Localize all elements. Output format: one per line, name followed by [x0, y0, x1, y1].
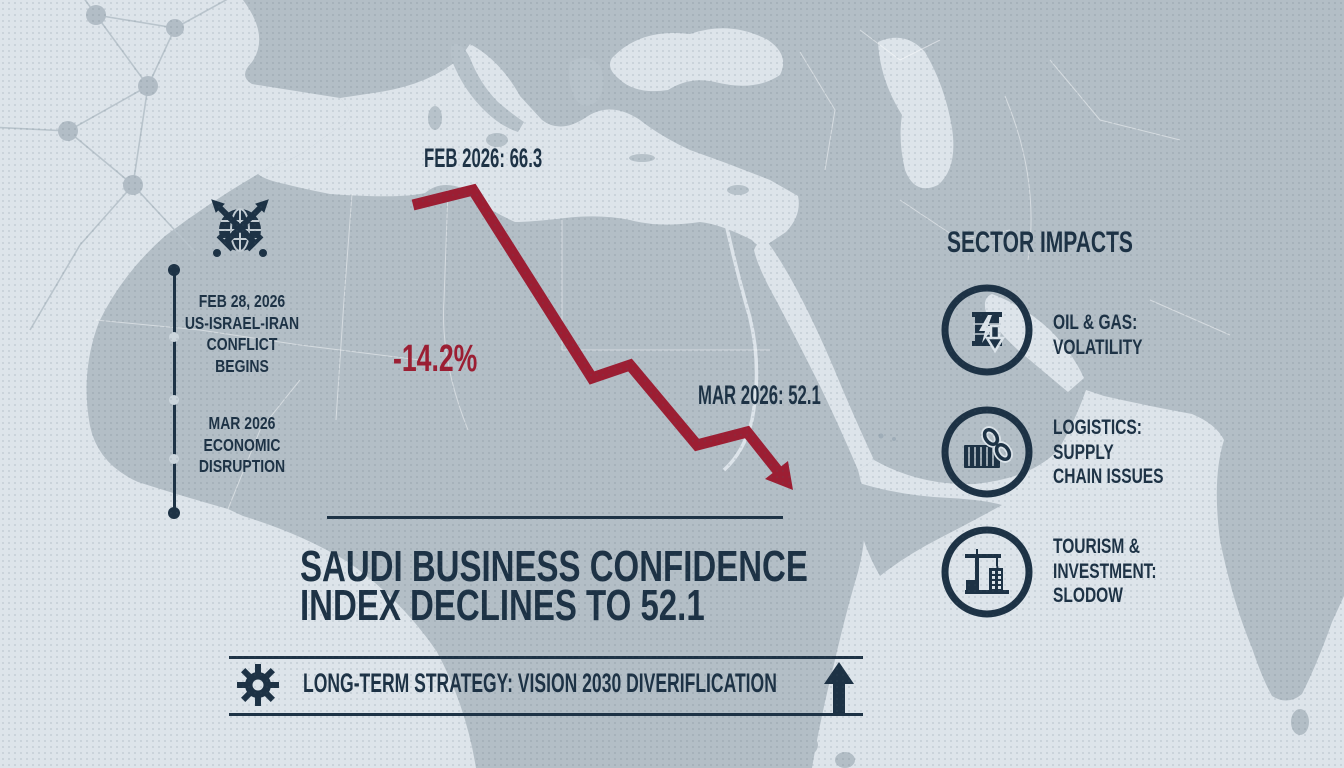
map-island-1 [782, 732, 818, 758]
timeline-line [173, 270, 176, 513]
timeline-event-date: MAR 2026 [208, 413, 276, 433]
chart-start-label: FEB 2026: 66.3 [424, 143, 543, 173]
strategy-bar-top-line [229, 656, 863, 659]
timeline-event-text: BEGINS [215, 355, 269, 376]
impact-oil-gas-label: OIL & GAS: VOLATILITY [1053, 311, 1143, 359]
timeline-dot-start [168, 264, 180, 276]
map-horn-of-africa [856, 482, 1002, 576]
broken-supply-chain-icon [941, 406, 1033, 498]
impact-tourism-label: TOURISM & INVESTMENT: SLODOW [1053, 535, 1157, 607]
impact-logistics-label: LOGISTICS: SUPPLY CHAIN ISSUES [1053, 416, 1164, 488]
trend-arrowhead-icon [765, 461, 793, 490]
crane-construction-icon [941, 526, 1033, 618]
network-pattern [0, 0, 228, 331]
map-socotra-2 [892, 437, 896, 441]
map-sea-red [754, 240, 874, 470]
sector-impacts-heading: SECTOR IMPACTS [947, 226, 1133, 259]
strategy-label: LONG-TERM STRATEGY: VISION 2030 DIVERIFL… [303, 668, 777, 698]
map-sri-lanka [1291, 709, 1309, 735]
network-nodes [58, 5, 184, 195]
timeline-event-date: FEB 28, 2026 [198, 291, 286, 311]
map-crete [629, 154, 655, 162]
chart-end-label: MAR 2026: 52.1 [698, 380, 821, 410]
oil-barrel-volatility-icon [941, 284, 1033, 376]
gear-icon [237, 664, 279, 706]
map-greece [568, 57, 604, 106]
timeline-dot-mid-2 [169, 395, 179, 405]
map-island-2 [835, 752, 855, 768]
timeline-event-text: DISRUPTION [198, 456, 286, 476]
map-sea-mediterranean [258, 44, 799, 247]
timeline-dot-mid-1 [169, 332, 179, 342]
timeline-event-disruption: MAR 2026 ECONOMIC DISRUPTION [158, 413, 326, 478]
conflict-swords-globe-icon [211, 199, 269, 257]
declining-trend-line [411, 183, 783, 475]
map-cyprus [727, 185, 749, 195]
map-sea-black [610, 28, 784, 92]
map-borders [95, 29, 1231, 510]
map-sea-persian-gulf [984, 294, 1084, 392]
map-sea-caspian [878, 37, 954, 189]
timeline-event-text: ECONOMIC [203, 434, 281, 455]
page-title: SAUDI BUSINESS CONFIDENCE INDEX DECLINES… [300, 542, 808, 630]
map-sardinia [428, 106, 442, 130]
timeline-event-text: CONFLICT [206, 334, 278, 354]
title-divider [327, 516, 783, 519]
map-sicily [486, 133, 508, 147]
up-arrow-icon [824, 662, 854, 714]
map-nile-river [722, 213, 759, 472]
timeline-dot-end [168, 507, 180, 519]
timeline-event-text: US-ISRAEL-IRAN [184, 312, 300, 333]
map-socotra-1 [878, 433, 884, 439]
map-italy [450, 43, 524, 132]
timeline-dot-mid-3 [169, 454, 179, 464]
strategy-bar-bottom-line [229, 713, 863, 716]
timeline-event-conflict: FEB 28, 2026 US-ISRAEL-IRAN CONFLICT BEG… [158, 291, 326, 377]
chart-change-label: -14.2% [393, 338, 478, 380]
map-sea-indian-ocean [812, 390, 1344, 768]
map-sea-atlantic [0, 0, 476, 768]
